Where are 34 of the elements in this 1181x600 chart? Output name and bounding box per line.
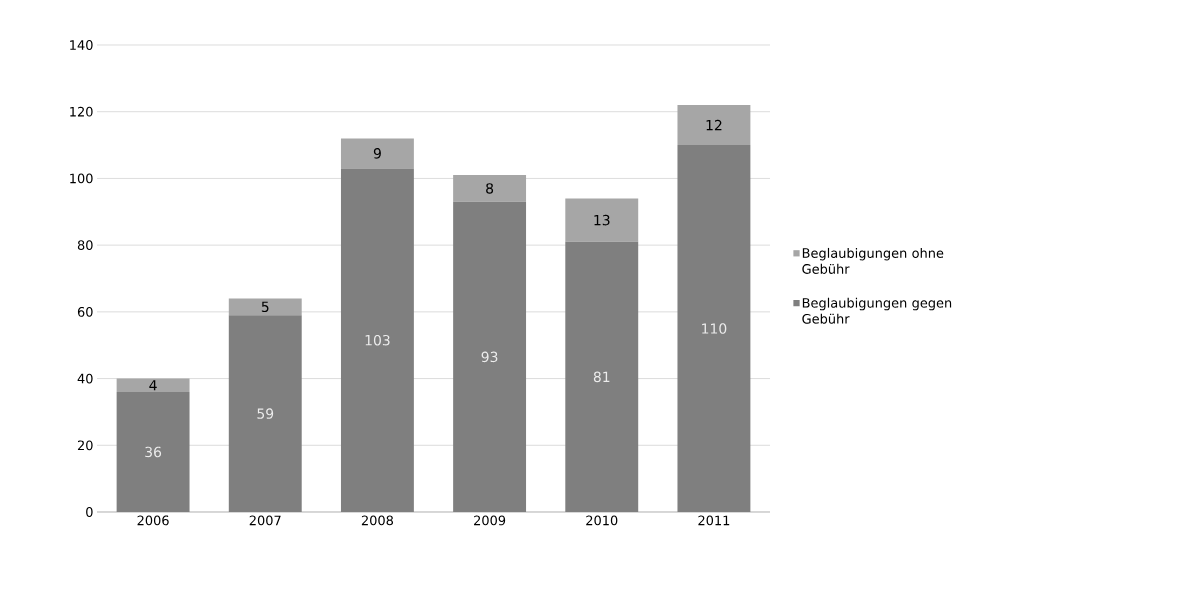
data-label: 93 <box>481 351 498 363</box>
y-tick-label: 40 <box>77 373 93 384</box>
x-tick-label: 2007 <box>249 515 281 526</box>
data-label: 13 <box>594 214 610 226</box>
data-label: 36 <box>145 446 162 458</box>
x-tick-label: 2006 <box>137 515 169 526</box>
legend-label: Beglaubigungen gegen Gebühr <box>802 297 952 324</box>
y-tick-label: 120 <box>70 106 93 117</box>
bar <box>565 198 639 242</box>
data-label: 12 <box>706 119 722 131</box>
bar <box>228 298 302 316</box>
data-label: 5 <box>261 301 269 313</box>
data-label: 4 <box>149 380 157 391</box>
data-label: 59 <box>257 408 274 419</box>
y-tick-label: 60 <box>77 306 93 317</box>
data-label: 8 <box>486 183 494 194</box>
y-tick-label: 100 <box>70 173 93 184</box>
data-label: 9 <box>373 148 381 159</box>
data-label: 81 <box>593 371 610 383</box>
bar <box>116 378 190 392</box>
y-tick-label: 80 <box>77 240 93 251</box>
y-tick-label: 20 <box>77 440 93 451</box>
y-tick-label: 140 <box>70 40 93 50</box>
x-tick-label: 2010 <box>586 515 618 526</box>
y-tick-label: 0 <box>86 507 93 517</box>
data-label: 103 <box>365 334 390 346</box>
legend-label: Beglaubigungen ohne Gebühr <box>802 247 944 274</box>
x-tick-label: 2011 <box>698 515 730 526</box>
x-tick-label: 2008 <box>361 515 394 526</box>
x-tick-label: 2009 <box>474 515 506 526</box>
bar <box>340 138 414 169</box>
bar <box>677 105 751 146</box>
data-label: 110 <box>702 323 727 334</box>
bar <box>453 175 527 202</box>
